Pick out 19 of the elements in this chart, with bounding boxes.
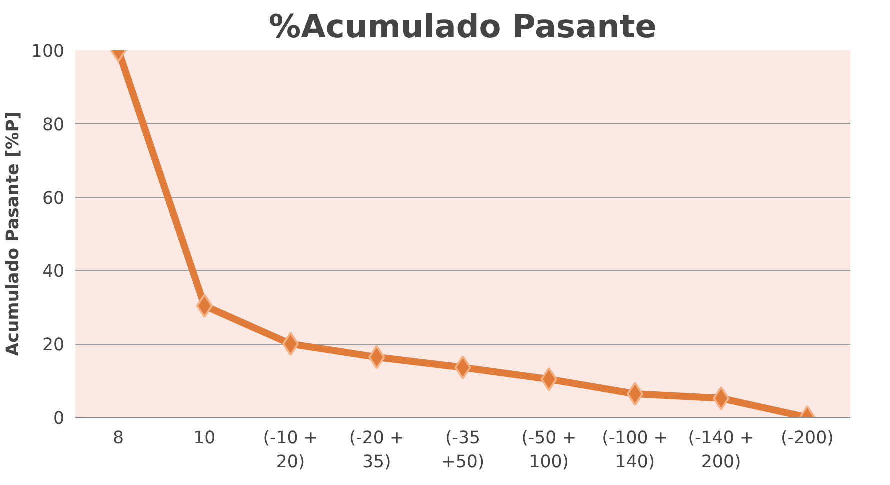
y-tick-label: 60: [42, 188, 65, 209]
x-tick-label: 10: [194, 428, 216, 448]
x-tick-label: (-20 + 35): [349, 428, 404, 472]
y-axis-title: Acumulado Pasante [%P]: [3, 112, 24, 356]
y-tick-label: 40: [42, 262, 65, 282]
point: [626, 382, 644, 406]
y-tick-label: 100: [31, 42, 65, 62]
x-tick-label: (-35 +50): [441, 428, 485, 472]
x-tick-label: (-50 + 100): [522, 428, 577, 472]
point: [282, 332, 300, 356]
x-tick-label: (-200): [781, 428, 834, 448]
x-tick-label: (-100 + 140): [602, 428, 668, 472]
y-tick-label: 0: [53, 409, 65, 429]
y-tick-label: 80: [42, 115, 65, 136]
x-tick-label: 8: [113, 428, 124, 448]
y-tick-label: 20: [42, 336, 65, 356]
x-tick-label: (-140 + 200): [688, 428, 754, 472]
chart-title: %Acumulado Pasante: [269, 8, 657, 46]
x-tick-label: (-10 + 20): [263, 428, 318, 472]
